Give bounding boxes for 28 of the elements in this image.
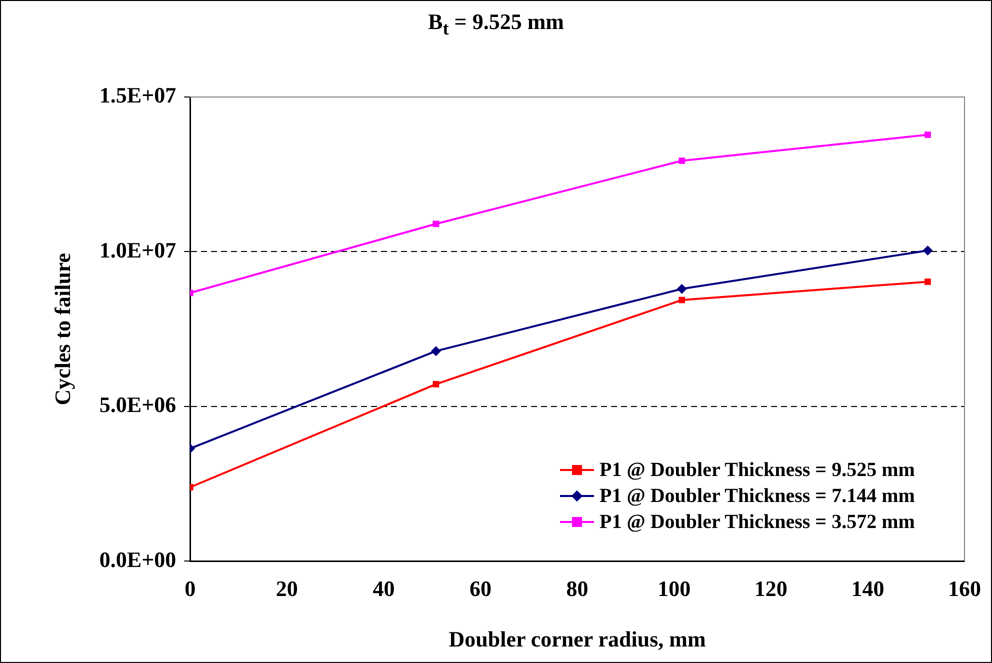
chart-title: B$_{t}$ = 9.525 mm (427, 9, 565, 40)
point (678, 296, 686, 304)
x-axis-title: Doubler corner radius, mm (448, 626, 706, 652)
point (924, 132, 931, 138)
point (678, 158, 686, 164)
legend-label: P1 @ Doubler Thickness = 9.525 mm (600, 458, 915, 484)
x-tick-label: 140 (851, 576, 884, 602)
y-tick-label: 1.0E+07 (99, 237, 176, 262)
y-axis-title: Cycles to failure (50, 252, 75, 406)
x-tick-label: 20 (276, 576, 298, 602)
point (432, 220, 440, 228)
legend-label: P1 @ Doubler Thickness = 3.572 mm (600, 510, 915, 536)
x-tick-label: 100 (658, 576, 691, 602)
y-tick-label: 0.0E+00 (99, 546, 176, 572)
point (676, 284, 687, 294)
point (430, 346, 441, 356)
point (924, 278, 931, 285)
x-tick-label: 80 (566, 576, 588, 602)
x-tick-label: 160 (948, 576, 981, 602)
y-tick-label: 5.0E+06 (99, 392, 176, 418)
x-tick-label: 60 (470, 576, 492, 602)
point (432, 381, 440, 388)
legend-label: P1 @ Doubler Thickness = 7.144 mm (600, 484, 915, 510)
x-tick-label: 40 (372, 576, 395, 602)
x-tick-label: 120 (754, 576, 788, 602)
x-tick-label: 0 (184, 576, 196, 602)
point (922, 245, 933, 256)
y-tick-label: 1.5E+07 (99, 82, 176, 108)
